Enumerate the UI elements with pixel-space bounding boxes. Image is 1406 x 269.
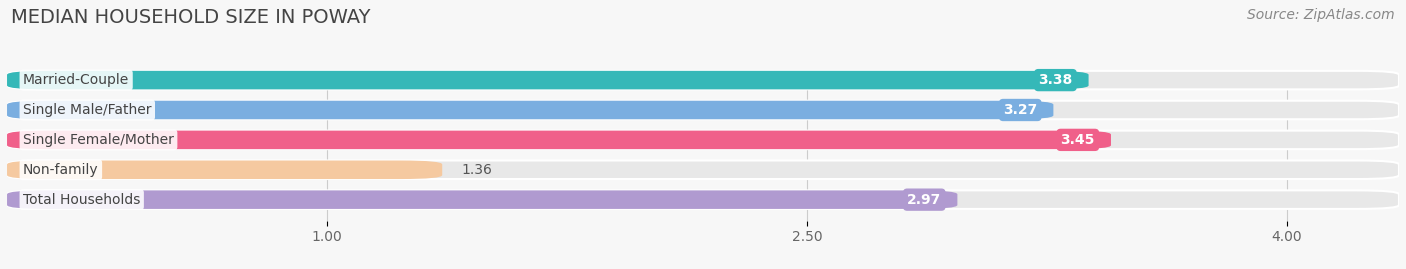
- FancyBboxPatch shape: [7, 190, 1399, 209]
- FancyBboxPatch shape: [7, 161, 443, 179]
- FancyBboxPatch shape: [7, 131, 1111, 149]
- Text: 2.97: 2.97: [907, 193, 942, 207]
- FancyBboxPatch shape: [7, 190, 957, 209]
- Text: Source: ZipAtlas.com: Source: ZipAtlas.com: [1247, 8, 1395, 22]
- Text: Total Households: Total Households: [22, 193, 141, 207]
- FancyBboxPatch shape: [7, 161, 1399, 179]
- FancyBboxPatch shape: [7, 131, 1399, 149]
- Text: MEDIAN HOUSEHOLD SIZE IN POWAY: MEDIAN HOUSEHOLD SIZE IN POWAY: [11, 8, 371, 27]
- FancyBboxPatch shape: [7, 101, 1053, 119]
- FancyBboxPatch shape: [7, 101, 1399, 119]
- Text: Non-family: Non-family: [22, 163, 98, 177]
- Text: Married-Couple: Married-Couple: [22, 73, 129, 87]
- Text: 1.36: 1.36: [461, 163, 492, 177]
- FancyBboxPatch shape: [7, 71, 1088, 89]
- Text: 3.45: 3.45: [1060, 133, 1095, 147]
- Text: 3.38: 3.38: [1039, 73, 1073, 87]
- FancyBboxPatch shape: [7, 71, 1399, 89]
- Text: 3.27: 3.27: [1002, 103, 1038, 117]
- Text: Single Male/Father: Single Male/Father: [22, 103, 152, 117]
- Text: Single Female/Mother: Single Female/Mother: [22, 133, 174, 147]
